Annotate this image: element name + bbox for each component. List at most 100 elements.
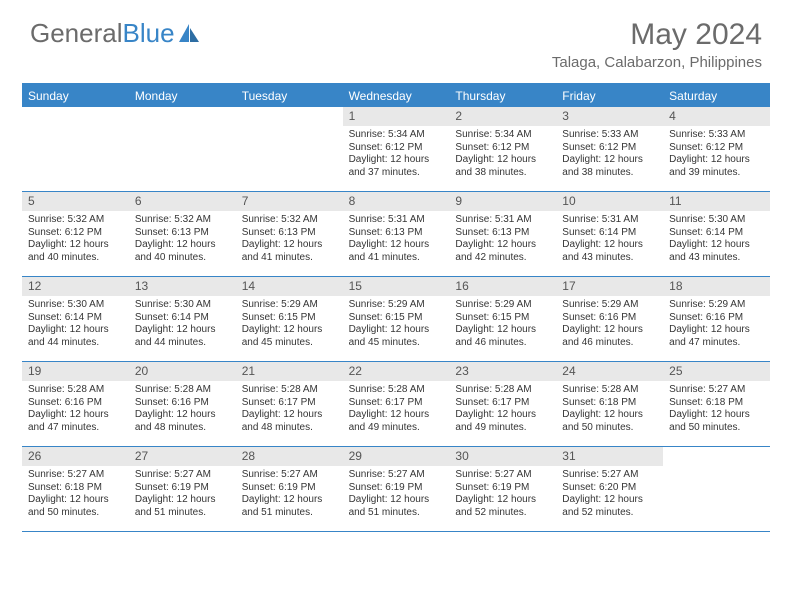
sunset-line: Sunset: 6:19 PM bbox=[135, 482, 230, 495]
sunrise-line: Sunrise: 5:27 AM bbox=[455, 469, 550, 482]
day-number: 17 bbox=[556, 277, 663, 296]
daylight-line: Daylight: 12 hours and 46 minutes. bbox=[455, 324, 550, 349]
daylight-line: Daylight: 12 hours and 44 minutes. bbox=[135, 324, 230, 349]
sunrise-line: Sunrise: 5:31 AM bbox=[455, 214, 550, 227]
sunrise-line: Sunrise: 5:28 AM bbox=[349, 384, 444, 397]
day-body: Sunrise: 5:28 AMSunset: 6:16 PMDaylight:… bbox=[22, 381, 129, 438]
sunset-line: Sunset: 6:15 PM bbox=[349, 312, 444, 325]
day-number: 19 bbox=[22, 362, 129, 381]
daylight-line: Daylight: 12 hours and 43 minutes. bbox=[562, 239, 657, 264]
sunrise-line: Sunrise: 5:28 AM bbox=[242, 384, 337, 397]
sunrise-line: Sunrise: 5:31 AM bbox=[562, 214, 657, 227]
sunset-line: Sunset: 6:13 PM bbox=[349, 227, 444, 240]
day-number: 30 bbox=[449, 447, 556, 466]
daylight-line: Daylight: 12 hours and 41 minutes. bbox=[349, 239, 444, 264]
day-number: 18 bbox=[663, 277, 770, 296]
daylight-line: Daylight: 12 hours and 47 minutes. bbox=[669, 324, 764, 349]
daylight-line: Daylight: 12 hours and 38 minutes. bbox=[455, 154, 550, 179]
sunset-line: Sunset: 6:14 PM bbox=[28, 312, 123, 325]
daylight-line: Daylight: 12 hours and 50 minutes. bbox=[669, 409, 764, 434]
day-body: Sunrise: 5:30 AMSunset: 6:14 PMDaylight:… bbox=[663, 211, 770, 268]
day-cell: 30Sunrise: 5:27 AMSunset: 6:19 PMDayligh… bbox=[449, 447, 556, 531]
day-body: Sunrise: 5:32 AMSunset: 6:13 PMDaylight:… bbox=[236, 211, 343, 268]
daylight-line: Daylight: 12 hours and 51 minutes. bbox=[349, 494, 444, 519]
day-number: 23 bbox=[449, 362, 556, 381]
day-cell: 25Sunrise: 5:27 AMSunset: 6:18 PMDayligh… bbox=[663, 362, 770, 446]
day-cell: 28Sunrise: 5:27 AMSunset: 6:19 PMDayligh… bbox=[236, 447, 343, 531]
day-cell: 11Sunrise: 5:30 AMSunset: 6:14 PMDayligh… bbox=[663, 192, 770, 276]
day-header-cell: Sunday bbox=[22, 85, 129, 107]
day-cell: 4Sunrise: 5:33 AMSunset: 6:12 PMDaylight… bbox=[663, 107, 770, 191]
day-body: Sunrise: 5:32 AMSunset: 6:13 PMDaylight:… bbox=[129, 211, 236, 268]
sunset-line: Sunset: 6:17 PM bbox=[242, 397, 337, 410]
sunset-line: Sunset: 6:17 PM bbox=[349, 397, 444, 410]
day-header-cell: Monday bbox=[129, 85, 236, 107]
day-body: Sunrise: 5:29 AMSunset: 6:16 PMDaylight:… bbox=[556, 296, 663, 353]
day-cell: 29Sunrise: 5:27 AMSunset: 6:19 PMDayligh… bbox=[343, 447, 450, 531]
daylight-line: Daylight: 12 hours and 49 minutes. bbox=[455, 409, 550, 434]
sunset-line: Sunset: 6:18 PM bbox=[28, 482, 123, 495]
empty-cell bbox=[22, 107, 129, 191]
day-number: 10 bbox=[556, 192, 663, 211]
day-number: 16 bbox=[449, 277, 556, 296]
sunrise-line: Sunrise: 5:33 AM bbox=[669, 129, 764, 142]
sunrise-line: Sunrise: 5:32 AM bbox=[135, 214, 230, 227]
sunset-line: Sunset: 6:19 PM bbox=[455, 482, 550, 495]
day-body: Sunrise: 5:27 AMSunset: 6:19 PMDaylight:… bbox=[236, 466, 343, 523]
day-cell: 3Sunrise: 5:33 AMSunset: 6:12 PMDaylight… bbox=[556, 107, 663, 191]
sunset-line: Sunset: 6:19 PM bbox=[349, 482, 444, 495]
day-cell: 10 Sunrise: 5:31 AMSunset: 6:14 PMDayligh… bbox=[556, 192, 663, 276]
day-cell: 20Sunrise: 5:28 AMSunset: 6:16 PMDayligh… bbox=[129, 362, 236, 446]
day-header-cell: Tuesday bbox=[236, 85, 343, 107]
sunrise-line: Sunrise: 5:27 AM bbox=[562, 469, 657, 482]
sunrise-line: Sunrise: 5:31 AM bbox=[349, 214, 444, 227]
sunrise-line: Sunrise: 5:34 AM bbox=[349, 129, 444, 142]
sunset-line: Sunset: 6:15 PM bbox=[242, 312, 337, 325]
day-body: Sunrise: 5:28 AMSunset: 6:17 PMDaylight:… bbox=[449, 381, 556, 438]
day-number: 28 bbox=[236, 447, 343, 466]
sunset-line: Sunset: 6:15 PM bbox=[455, 312, 550, 325]
day-body: Sunrise: 5:34 AMSunset: 6:12 PMDaylight:… bbox=[449, 126, 556, 183]
day-body: Sunrise: 5:29 AMSunset: 6:15 PMDaylight:… bbox=[343, 296, 450, 353]
day-number: 6 bbox=[129, 192, 236, 211]
daylight-line: Daylight: 12 hours and 40 minutes. bbox=[135, 239, 230, 264]
sunset-line: Sunset: 6:14 PM bbox=[562, 227, 657, 240]
day-body: Sunrise: 5:27 AMSunset: 6:19 PMDaylight:… bbox=[343, 466, 450, 523]
header: GeneralBlue May 2024 Talaga, Calabarzon,… bbox=[0, 0, 792, 75]
day-cell: 8Sunrise: 5:31 AMSunset: 6:13 PMDaylight… bbox=[343, 192, 450, 276]
day-number: 9 bbox=[449, 192, 556, 211]
sunset-line: Sunset: 6:12 PM bbox=[562, 142, 657, 155]
empty-cell bbox=[663, 447, 770, 531]
day-cell: 7Sunrise: 5:32 AMSunset: 6:13 PMDaylight… bbox=[236, 192, 343, 276]
sunrise-line: Sunrise: 5:27 AM bbox=[135, 469, 230, 482]
sunrise-line: Sunrise: 5:32 AM bbox=[28, 214, 123, 227]
daylight-line: Daylight: 12 hours and 46 minutes. bbox=[562, 324, 657, 349]
sunrise-line: Sunrise: 5:29 AM bbox=[242, 299, 337, 312]
day-number: 15 bbox=[343, 277, 450, 296]
day-header-row: SundayMondayTuesdayWednesdayThursdayFrid… bbox=[22, 85, 770, 107]
sunset-line: Sunset: 6:20 PM bbox=[562, 482, 657, 495]
day-body: Sunrise: 5:30 AMSunset: 6:14 PMDaylight:… bbox=[22, 296, 129, 353]
sunrise-line: Sunrise: 5:29 AM bbox=[455, 299, 550, 312]
sunrise-line: Sunrise: 5:29 AM bbox=[349, 299, 444, 312]
day-body: Sunrise: 5:29 AMSunset: 6:15 PMDaylight:… bbox=[236, 296, 343, 353]
sunset-line: Sunset: 6:18 PM bbox=[562, 397, 657, 410]
sunset-line: Sunset: 6:19 PM bbox=[242, 482, 337, 495]
day-body: Sunrise: 5:33 AMSunset: 6:12 PMDaylight:… bbox=[663, 126, 770, 183]
sunrise-line: Sunrise: 5:29 AM bbox=[562, 299, 657, 312]
week-row: 12Sunrise: 5:30 AMSunset: 6:14 PMDayligh… bbox=[22, 277, 770, 362]
sunrise-line: Sunrise: 5:29 AM bbox=[669, 299, 764, 312]
daylight-line: Daylight: 12 hours and 50 minutes. bbox=[562, 409, 657, 434]
week-row: 5Sunrise: 5:32 AMSunset: 6:12 PMDaylight… bbox=[22, 192, 770, 277]
daylight-line: Daylight: 12 hours and 51 minutes. bbox=[242, 494, 337, 519]
day-body: Sunrise: 5:27 AMSunset: 6:19 PMDaylight:… bbox=[449, 466, 556, 523]
sunset-line: Sunset: 6:18 PM bbox=[669, 397, 764, 410]
day-body: Sunrise: 5:31 AMSunset: 6:13 PMDaylight:… bbox=[449, 211, 556, 268]
sunset-line: Sunset: 6:16 PM bbox=[28, 397, 123, 410]
day-body: Sunrise: 5:29 AMSunset: 6:15 PMDaylight:… bbox=[449, 296, 556, 353]
sunrise-line: Sunrise: 5:27 AM bbox=[349, 469, 444, 482]
day-body: Sunrise: 5:27 AMSunset: 6:19 PMDaylight:… bbox=[129, 466, 236, 523]
day-cell: 27Sunrise: 5:27 AMSunset: 6:19 PMDayligh… bbox=[129, 447, 236, 531]
sunset-line: Sunset: 6:14 PM bbox=[669, 227, 764, 240]
sunset-line: Sunset: 6:16 PM bbox=[562, 312, 657, 325]
